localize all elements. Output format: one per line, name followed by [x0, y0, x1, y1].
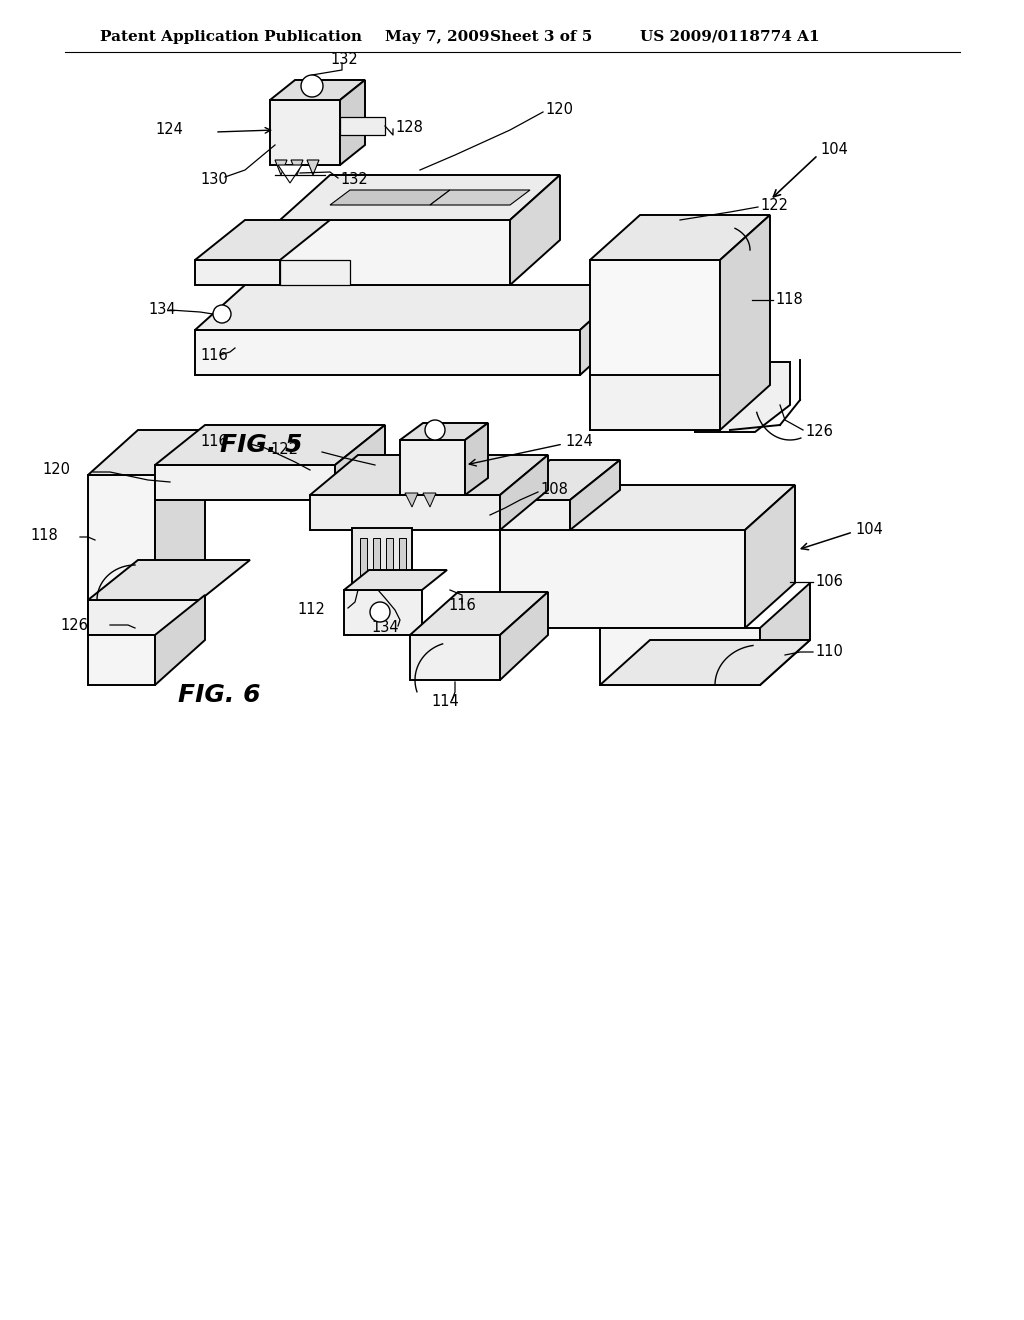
- Polygon shape: [500, 455, 548, 531]
- Text: 118: 118: [31, 528, 58, 543]
- Polygon shape: [510, 176, 560, 285]
- Polygon shape: [600, 628, 760, 685]
- Text: 112: 112: [297, 602, 325, 618]
- Polygon shape: [745, 484, 795, 628]
- Polygon shape: [335, 425, 385, 500]
- Polygon shape: [155, 465, 335, 500]
- Polygon shape: [590, 260, 720, 430]
- Polygon shape: [580, 285, 630, 375]
- Polygon shape: [280, 220, 510, 285]
- Text: FIG. 5: FIG. 5: [220, 433, 302, 457]
- Text: 118: 118: [775, 293, 803, 308]
- Polygon shape: [344, 590, 422, 635]
- Circle shape: [425, 420, 445, 440]
- Polygon shape: [155, 595, 205, 685]
- Polygon shape: [275, 160, 287, 176]
- Text: 134: 134: [148, 302, 176, 318]
- Text: US 2009/0118774 A1: US 2009/0118774 A1: [640, 30, 819, 44]
- Text: 134: 134: [371, 620, 398, 635]
- Polygon shape: [270, 100, 340, 165]
- Polygon shape: [330, 190, 450, 205]
- Polygon shape: [500, 484, 795, 531]
- Polygon shape: [500, 531, 745, 628]
- Polygon shape: [410, 635, 500, 680]
- Text: 126: 126: [60, 618, 88, 632]
- Polygon shape: [423, 492, 436, 507]
- Text: 106: 106: [815, 574, 843, 590]
- Polygon shape: [270, 81, 365, 100]
- Polygon shape: [88, 430, 205, 475]
- Polygon shape: [500, 591, 548, 680]
- Polygon shape: [88, 560, 250, 601]
- Polygon shape: [340, 117, 385, 135]
- Polygon shape: [155, 425, 385, 465]
- Polygon shape: [307, 160, 319, 176]
- Text: 126: 126: [805, 425, 833, 440]
- Polygon shape: [400, 440, 465, 495]
- Text: 124: 124: [155, 123, 183, 137]
- Text: Sheet 3 of 5: Sheet 3 of 5: [490, 30, 592, 44]
- Polygon shape: [406, 492, 418, 507]
- Polygon shape: [310, 455, 548, 495]
- Polygon shape: [720, 215, 770, 430]
- Polygon shape: [88, 601, 200, 635]
- Polygon shape: [386, 539, 393, 579]
- Polygon shape: [88, 475, 155, 635]
- Text: 122: 122: [270, 442, 298, 458]
- Text: 104: 104: [820, 143, 848, 157]
- Text: Patent Application Publication: Patent Application Publication: [100, 30, 362, 44]
- Polygon shape: [340, 81, 365, 165]
- Text: 124: 124: [565, 434, 593, 450]
- Text: May 7, 2009: May 7, 2009: [385, 30, 489, 44]
- Polygon shape: [600, 640, 810, 685]
- Text: 116: 116: [201, 434, 228, 450]
- Polygon shape: [195, 260, 280, 285]
- Polygon shape: [760, 583, 810, 685]
- Text: 132: 132: [330, 53, 357, 67]
- Polygon shape: [465, 422, 488, 495]
- Polygon shape: [88, 635, 155, 685]
- Text: 128: 128: [395, 120, 423, 135]
- Text: 114: 114: [431, 694, 459, 710]
- Text: FIG. 6: FIG. 6: [178, 682, 260, 708]
- Polygon shape: [280, 260, 350, 285]
- Text: 116: 116: [200, 348, 227, 363]
- Polygon shape: [344, 570, 447, 590]
- Text: 108: 108: [540, 483, 568, 498]
- Text: 130: 130: [200, 173, 227, 187]
- Polygon shape: [500, 500, 570, 531]
- Polygon shape: [430, 190, 530, 205]
- Polygon shape: [570, 459, 620, 531]
- Polygon shape: [360, 539, 367, 579]
- Polygon shape: [291, 160, 303, 176]
- Polygon shape: [195, 220, 330, 260]
- Polygon shape: [695, 362, 790, 432]
- Text: 104: 104: [855, 523, 883, 537]
- Polygon shape: [280, 176, 560, 220]
- Text: 120: 120: [545, 103, 573, 117]
- Polygon shape: [155, 430, 205, 635]
- Text: 116: 116: [449, 598, 476, 612]
- Text: 120: 120: [42, 462, 70, 478]
- Circle shape: [370, 602, 390, 622]
- Text: 132: 132: [340, 173, 368, 187]
- Polygon shape: [590, 375, 720, 430]
- Polygon shape: [400, 422, 488, 440]
- Polygon shape: [500, 459, 620, 500]
- Polygon shape: [195, 285, 630, 330]
- Polygon shape: [195, 330, 580, 375]
- Polygon shape: [590, 215, 770, 260]
- Circle shape: [301, 75, 323, 96]
- Polygon shape: [310, 495, 500, 531]
- Polygon shape: [278, 165, 302, 183]
- Text: 110: 110: [815, 644, 843, 660]
- Circle shape: [213, 305, 231, 323]
- Polygon shape: [352, 528, 412, 590]
- Text: 122: 122: [760, 198, 788, 213]
- Polygon shape: [373, 539, 380, 579]
- Polygon shape: [399, 539, 406, 579]
- Polygon shape: [410, 591, 548, 635]
